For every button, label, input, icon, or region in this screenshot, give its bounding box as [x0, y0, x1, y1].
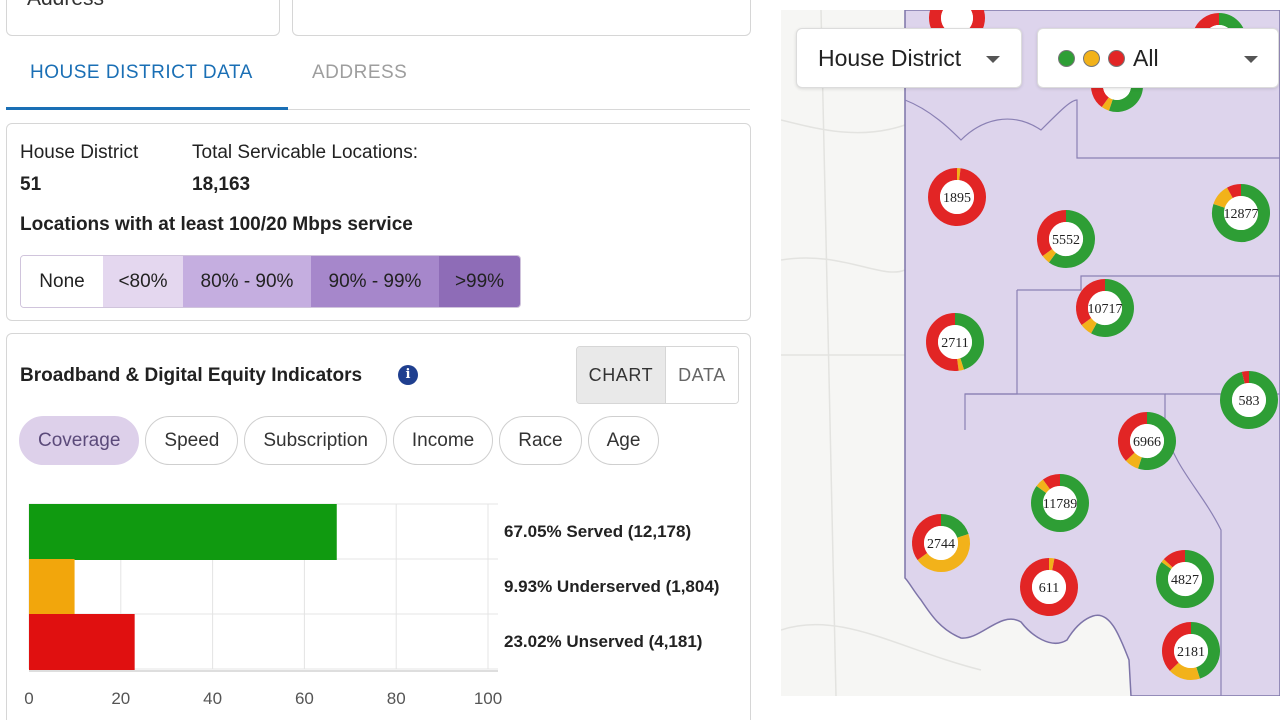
marker-label: 10717	[1088, 302, 1123, 317]
tab-house-district-data[interactable]: HOUSE DISTRICT DATA	[30, 62, 253, 83]
bar-label: 23.02% Unserved (4,181)	[504, 632, 702, 651]
tab-bar: HOUSE DISTRICT DATA ADDRESS	[6, 42, 750, 110]
district-value: 51	[20, 174, 42, 195]
district-marker[interactable]: 5552	[1037, 210, 1095, 268]
pill-coverage[interactable]: Coverage	[19, 416, 140, 465]
marker-label: 6966	[1133, 435, 1161, 450]
district-type-value: House District	[818, 44, 962, 71]
address-search-field[interactable]: Address	[6, 0, 280, 36]
x-tick-label: 0	[24, 689, 33, 708]
marker-label: 11789	[1043, 497, 1077, 512]
active-tab-indicator	[6, 107, 288, 110]
district-marker[interactable]: 12877	[1212, 184, 1270, 242]
pill-subscription[interactable]: Subscription	[244, 416, 387, 465]
bar-label: 9.93% Underserved (1,804)	[504, 577, 719, 596]
marker-label: 5552	[1052, 233, 1080, 248]
map-canvas[interactable]: 1895 5552 12877 10717 2711 583 6966 11789 2744 61…	[781, 10, 1280, 696]
district-region[interactable]	[904, 10, 1280, 696]
x-tick-label: 80	[387, 689, 406, 708]
marker-label: 2181	[1177, 645, 1205, 660]
search-input[interactable]	[292, 0, 751, 36]
locations-value: 18,163	[192, 174, 251, 195]
district-marker[interactable]: 4827	[1156, 550, 1214, 608]
legend-80-90: 80% - 90%	[183, 256, 311, 307]
map-roads	[781, 10, 982, 696]
locations-label: Total Servicable Locations:	[192, 142, 419, 163]
district-type-dropdown[interactable]: House District	[796, 28, 1022, 88]
pill-speed[interactable]: Speed	[145, 416, 239, 465]
bar-unserved[interactable]	[29, 614, 135, 670]
x-tick-label: 100	[474, 689, 502, 708]
chevron-down-icon	[986, 56, 1000, 63]
legend-none: None	[21, 256, 103, 307]
service-legend: None <80% 80% - 90% 90% - 99% >99%	[20, 255, 521, 308]
marker-label: 611	[1039, 581, 1059, 596]
yellow-status-icon	[1083, 49, 1100, 67]
chart-view-button[interactable]: CHART	[577, 347, 665, 403]
district-marker[interactable]: 2181	[1162, 622, 1220, 680]
marker-label: 12877	[1224, 207, 1259, 222]
district-marker[interactable]: 1895	[928, 167, 986, 226]
status-filter-value: All	[1133, 44, 1159, 71]
left-panel: Address HOUSE DISTRICT DATA ADDRESS Hous…	[6, 0, 751, 720]
green-status-icon	[1058, 49, 1075, 67]
indicators-title: Broadband & Digital Equity Indicators	[20, 365, 363, 386]
marker-label: 4827	[1171, 573, 1199, 588]
district-marker[interactable]: 2711	[926, 313, 984, 371]
marker-label: 2744	[927, 537, 955, 552]
district-marker[interactable]: 2744	[912, 514, 970, 572]
service-title: Locations with at least 100/20 Mbps serv…	[20, 214, 413, 235]
info-icon[interactable]: i	[398, 365, 418, 385]
status-filter-dropdown[interactable]: All	[1037, 28, 1279, 88]
data-view-button[interactable]: DATA	[664, 347, 738, 403]
pill-age[interactable]: Age	[587, 416, 660, 465]
map-view[interactable]: 1895 5552 12877 10717 2711 583 6966 11789 2744 61…	[781, 10, 1280, 696]
district-marker[interactable]: 611	[1020, 557, 1078, 616]
marker-label: 583	[1239, 394, 1260, 409]
legend-90-99: 90% - 99%	[311, 256, 439, 307]
x-tick-label: 60	[295, 689, 314, 708]
district-summary-card: House District 51 Total Servicable Locat…	[6, 123, 751, 321]
bar-label: 67.05% Served (12,178)	[504, 522, 691, 541]
marker-label: 2711	[941, 336, 968, 351]
pill-race[interactable]: Race	[499, 416, 582, 465]
indicator-pills: Coverage Speed Subscription Income Race …	[19, 416, 665, 465]
tab-address[interactable]: ADDRESS	[312, 62, 408, 83]
coverage-bar-chart: 0 20 40 60 80 100 67.05% Served (12,178) 9.93% …	[24, 503, 719, 708]
bar-served[interactable]	[29, 504, 337, 560]
district-marker[interactable]: 6966	[1118, 412, 1176, 470]
pill-income[interactable]: Income	[392, 416, 494, 465]
marker-label: 1895	[943, 191, 971, 206]
x-tick-label: 40	[203, 689, 222, 708]
view-toggle: CHART DATA	[576, 346, 739, 404]
legend-lt80: <80%	[103, 256, 183, 307]
district-marker[interactable]: 11789	[1031, 474, 1089, 532]
indicators-card: Broadband & Digital Equity Indicators i …	[6, 333, 751, 720]
district-label: House District	[20, 142, 139, 163]
red-status-icon	[1108, 49, 1125, 67]
district-marker[interactable]: 583	[1220, 371, 1278, 429]
chevron-down-icon	[1244, 56, 1258, 63]
x-tick-label: 20	[111, 689, 130, 708]
bar-underserved[interactable]	[29, 559, 75, 615]
district-marker[interactable]: 10717	[1076, 279, 1134, 337]
legend-gt99: >99%	[439, 256, 520, 307]
address-field-label: Address	[27, 0, 104, 11]
